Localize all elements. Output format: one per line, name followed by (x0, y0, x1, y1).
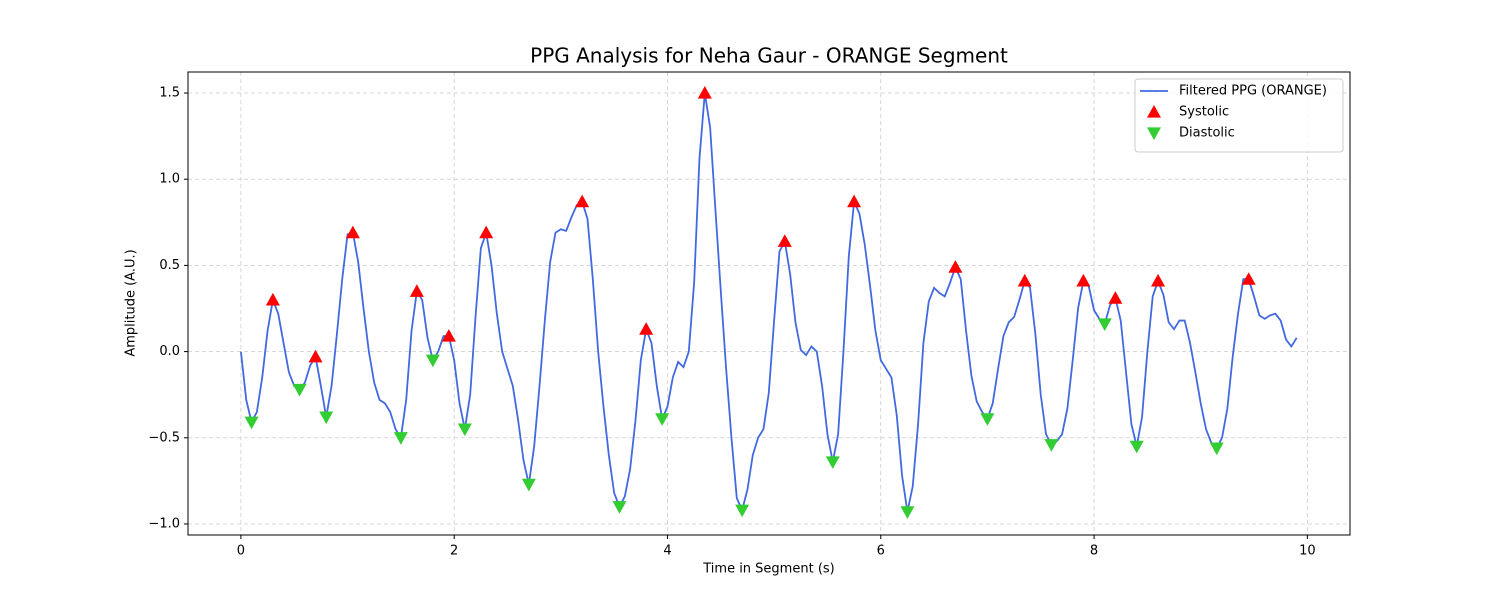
legend-label: Filtered PPG (ORANGE) (1179, 84, 1327, 99)
y-axis-label: Amplitude (A.U.) (124, 249, 139, 356)
peak-marker (393, 432, 408, 445)
y-tick-label: 0.5 (159, 258, 180, 273)
peak-marker (735, 504, 750, 518)
peak-marker (457, 423, 472, 437)
legend-label: Diastolic (1179, 126, 1235, 141)
peak-marker (308, 349, 323, 363)
peak-marker (409, 284, 424, 297)
peak-marker (319, 411, 334, 425)
x-tick-label: 10 (1299, 544, 1316, 559)
peak-marker (612, 501, 627, 514)
y-tick-label: −0.5 (148, 430, 180, 445)
peak-marker (1241, 272, 1256, 285)
x-tick-label: 4 (663, 544, 671, 559)
x-tick-label: 0 (237, 544, 245, 559)
y-tick-label: −1.0 (148, 516, 180, 531)
peak-marker (655, 413, 670, 426)
peak-marker (425, 354, 440, 368)
peak-marker (948, 260, 963, 273)
peak-marker (265, 292, 280, 306)
legend-label: Systolic (1179, 105, 1229, 120)
peak-marker (847, 194, 862, 208)
y-tick-label: 0.0 (159, 344, 180, 359)
x-tick-label: 2 (450, 544, 458, 559)
peak-marker (479, 225, 494, 239)
peak-marker (639, 322, 654, 335)
y-tick-label: 1.0 (159, 172, 180, 187)
peak-marker (244, 416, 259, 430)
peak-marker (980, 413, 995, 426)
peak-marker (777, 234, 792, 247)
legend-box (1134, 78, 1344, 153)
x-tick-label: 6 (877, 544, 885, 559)
peak-marker (697, 86, 712, 99)
legend-swatch (1147, 105, 1161, 118)
chart-title: PPG Analysis for Neha Gaur - ORANGE Segm… (530, 44, 1008, 68)
peak-marker (441, 329, 456, 342)
peak-marker (1076, 273, 1091, 287)
peak-marker (345, 225, 360, 239)
peak-marker (1129, 440, 1144, 454)
peak-marker (1017, 273, 1032, 287)
peak-marker (900, 506, 915, 519)
peak-marker (1151, 273, 1166, 287)
x-tick-label: 8 (1090, 544, 1098, 559)
peak-marker (292, 383, 307, 397)
y-tick-label: 1.5 (159, 86, 180, 101)
plot-frame (187, 71, 1351, 536)
peak-marker (1044, 439, 1059, 452)
peak-marker (825, 456, 840, 469)
legend-swatch (1147, 127, 1161, 140)
peak-marker (521, 478, 536, 492)
peak-marker (1108, 291, 1123, 304)
peak-marker (575, 194, 590, 208)
peak-marker (1097, 318, 1112, 332)
x-axis-label: Time in Segment (s) (702, 562, 834, 577)
peak-marker (1209, 442, 1224, 456)
